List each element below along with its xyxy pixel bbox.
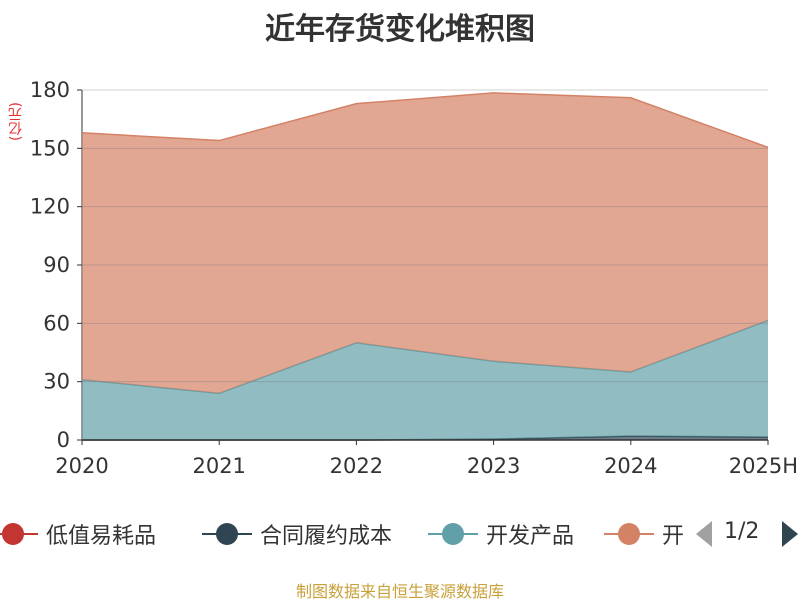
- x-tick-label: 2025H: [729, 454, 798, 478]
- legend-page-indicator: 1/2: [724, 519, 760, 544]
- y-tick-label: 90: [43, 253, 70, 277]
- area-series-2: [82, 320, 768, 440]
- legend-item-low-value[interactable]: 低值易耗品: [0, 512, 156, 556]
- legend-label-dev-products: 开发产品: [486, 524, 575, 549]
- legend-item-dev-products[interactable]: 开发产品: [428, 512, 574, 556]
- line-series-3: [81, 92, 769, 149]
- legend-swatch-low-value: [0, 512, 38, 556]
- chevron-right-icon[interactable]: [782, 521, 798, 547]
- legend-swatch-dev-products: [428, 512, 478, 556]
- y-tick-label: 150: [30, 136, 70, 160]
- x-tick-label: 2022: [330, 454, 383, 478]
- legend-dot: [2, 523, 24, 545]
- legend-swatch-dev-cost: [604, 512, 654, 556]
- y-tick-label: 30: [43, 370, 70, 394]
- data-source-footer: 制图数据来自恒生聚源数据库: [295, 582, 504, 601]
- y-tick-label: 120: [30, 195, 70, 219]
- chart-title: 近年存货变化堆积图: [265, 12, 535, 47]
- chart-plot: 0 30 60 90 120 150 180 2020 2021 2022 2023 2024 2025…: [30, 78, 798, 478]
- legend-swatch-contract-cost: [202, 512, 252, 556]
- y-tick-label: 0: [57, 428, 70, 452]
- x-tick-label: 2021: [192, 454, 245, 478]
- y-tick-label: 180: [30, 78, 70, 102]
- legend-label-dev-cost: 开: [662, 524, 685, 549]
- x-tick-label: 2023: [467, 454, 520, 478]
- legend-label-low-value: 低值易耗品: [46, 524, 157, 549]
- legend-dot: [618, 523, 640, 545]
- legend-dot: [442, 523, 464, 545]
- x-tick-label: 2024: [604, 454, 657, 478]
- legend-label-contract-cost: 合同履约成本: [260, 524, 393, 549]
- legend-pager: 1/2: [696, 512, 800, 556]
- legend-dot: [216, 523, 238, 545]
- legend-item-dev-cost[interactable]: 开: [604, 512, 684, 556]
- area-series-3: [82, 92, 768, 394]
- legend: 低值易耗品 合同履约成本 开发产品 开: [0, 512, 800, 556]
- legend-item-contract-cost[interactable]: 合同履约成本: [202, 512, 392, 556]
- x-tick-label: 2020: [55, 454, 108, 478]
- y-tick-label: 60: [43, 311, 70, 335]
- chevron-left-icon[interactable]: [696, 521, 712, 547]
